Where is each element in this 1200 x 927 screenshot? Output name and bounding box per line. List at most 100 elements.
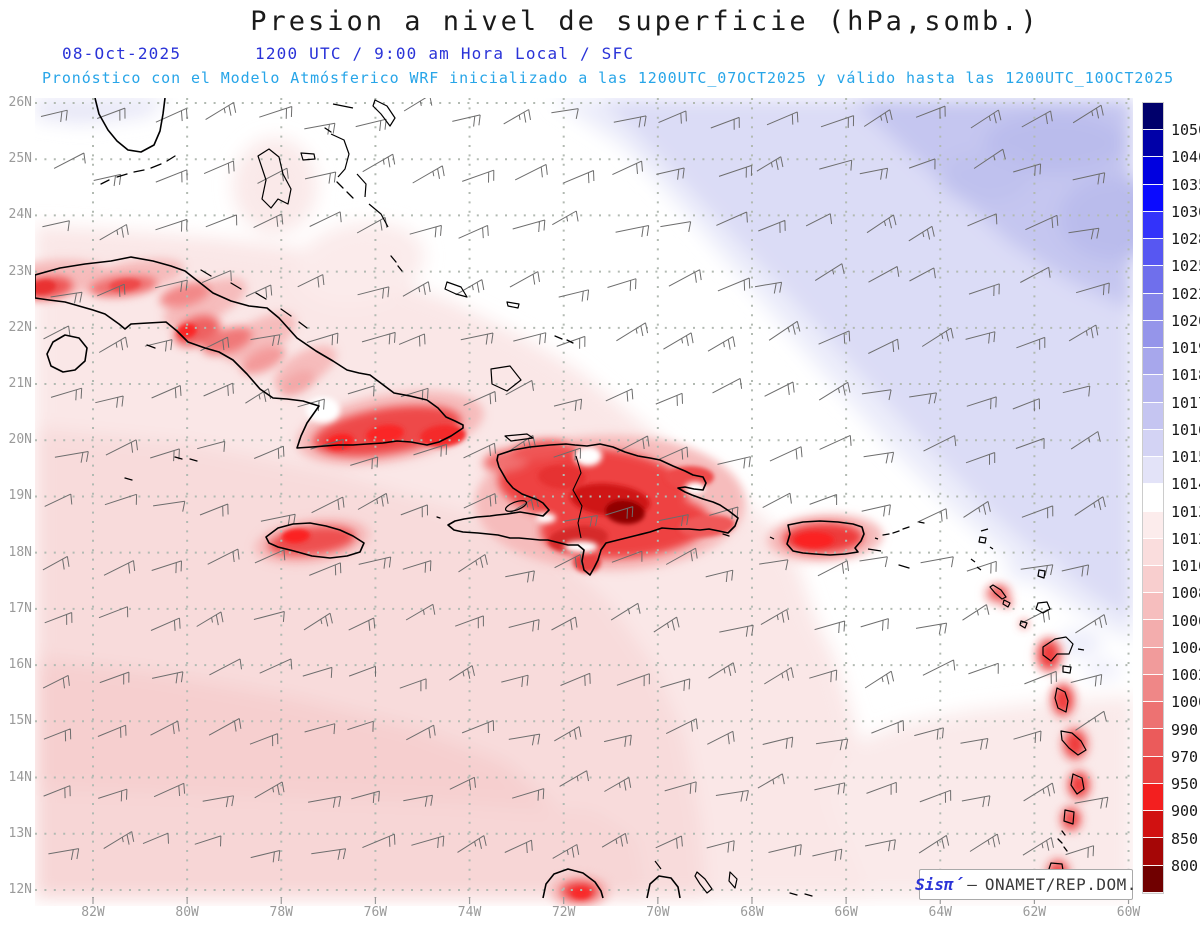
colorbar-segment (1143, 865, 1163, 893)
watermark-org: ONAMET/REP.DOM. (984, 875, 1137, 894)
colorbar-label-1000: 1000 (1171, 693, 1200, 712)
colorbar-segment (1143, 674, 1163, 703)
colorbar-label-1035: 1035 (1171, 175, 1200, 194)
colorbar-label-1014: 1014 (1171, 475, 1200, 494)
colorbar-segment (1143, 293, 1163, 321)
lat-label-12N: 12N (8, 881, 32, 897)
watermark-box: Sisπ́ – ONAMET/REP.DOM. (915, 869, 1136, 900)
colorbar-label-970: 970 (1171, 747, 1199, 766)
pressure-white-gaps (306, 397, 705, 553)
colorbar-label-850: 850 (1171, 829, 1199, 848)
colorbar-label-1002: 1002 (1171, 666, 1200, 685)
lat-label-25N: 25N (8, 151, 32, 167)
lat-label-16N: 16N (8, 657, 32, 673)
colorbar-label-1008: 1008 (1171, 584, 1200, 603)
colorbar-label-1006: 1006 (1171, 611, 1200, 630)
page-title: Presion a nivel de superficie (hPa,somb.… (250, 6, 1040, 37)
colorbar-label-1020: 1020 (1171, 311, 1200, 330)
haiti-dr-border (572, 455, 583, 539)
pressure-shading-background (35, 98, 1170, 898)
colorbar-label-1028: 1028 (1171, 230, 1200, 249)
colorbar-segment (1143, 266, 1163, 294)
colorbar-label-1017: 1017 (1171, 393, 1200, 412)
wind-barbs (40, 94, 1110, 863)
lat-label-20N: 20N (8, 432, 32, 448)
lon-label-68W: 68W (740, 905, 764, 920)
lon-label-74W: 74W (457, 905, 482, 920)
colorbar-segment (1143, 538, 1163, 566)
lat-label-19N: 19N (8, 488, 32, 504)
colorbar-segment (1143, 620, 1163, 648)
lat-label-13N: 13N (8, 825, 32, 841)
lat-label-18N: 18N (8, 544, 32, 560)
colorbar-segment (1143, 702, 1163, 730)
lat-label-26N: 26N (8, 95, 32, 110)
colorbar-segment (1143, 729, 1163, 757)
lon-label-60W: 60W (1116, 905, 1141, 920)
lon-label-70W: 70W (646, 905, 670, 920)
pressure-colorbar (1142, 102, 1164, 894)
colorbar-segment (1143, 103, 1163, 131)
lat-label-21N: 21N (8, 376, 32, 392)
colorbar-label-1030: 1030 (1171, 202, 1200, 221)
colorbar-label-990: 990 (1171, 720, 1199, 739)
colorbar-segment (1143, 402, 1163, 430)
colorbar-label-900: 900 (1171, 802, 1199, 821)
model-init-line: Pronóstico con el Modelo Atmósferico WRF… (42, 69, 1175, 87)
forecast-date: 08-Oct-2025 (62, 44, 182, 63)
colorbar-segment (1143, 130, 1163, 158)
colorbar-segment (1143, 593, 1163, 621)
colorbar-segment (1143, 565, 1163, 594)
colorbar-segment (1143, 783, 1163, 812)
colorbar-segment (1143, 484, 1163, 512)
latlon-grid (35, 98, 1133, 898)
colorbar-label-1040: 1040 (1171, 148, 1200, 167)
gonave-island (504, 500, 528, 512)
forecast-time: 1200 UTC / 9:00 am Hora Local / SFC (255, 44, 635, 63)
colorbar-label-1025: 1025 (1171, 257, 1200, 276)
colorbar-segment (1143, 184, 1163, 212)
cay-dashes (100, 127, 1068, 897)
lat-label-14N: 14N (8, 769, 32, 785)
pressure-shaded-map (0, 94, 1170, 907)
colorbar-segment (1143, 211, 1163, 240)
lon-label-76W: 76W (363, 905, 388, 920)
colorbar-label-1018: 1018 (1171, 366, 1200, 385)
lat-label-22N: 22N (8, 319, 32, 335)
colorbar-segment (1143, 511, 1163, 539)
watermark-separator: – (967, 875, 977, 894)
lon-label-62W: 62W (1022, 905, 1047, 920)
colorbar-segment (1143, 348, 1163, 376)
lon-label-66W: 66W (834, 905, 858, 920)
colorbar-label-1016: 1016 (1171, 420, 1200, 439)
colorbar-label-1013: 1013 (1171, 502, 1200, 521)
colorbar-segment (1143, 429, 1163, 458)
coastlines (34, 97, 865, 899)
lon-label-82W: 82W (81, 905, 105, 920)
colorbar-label-1019: 1019 (1171, 339, 1200, 358)
lon-label-80W: 80W (175, 905, 199, 920)
colorbar-segment (1143, 375, 1163, 403)
colorbar-label-1004: 1004 (1171, 638, 1200, 657)
lat-label-17N: 17N (8, 600, 32, 616)
lon-label-72W: 72W (551, 905, 576, 920)
colorbar-segment (1143, 157, 1163, 185)
colorbar-segment (1143, 811, 1163, 839)
colorbar-label-1050: 1050 (1171, 121, 1200, 140)
lat-label-24N: 24N (8, 207, 32, 223)
watermark-brand: Sisπ́ (915, 875, 964, 894)
colorbar-segment (1143, 239, 1163, 267)
colorbar-segment (1143, 756, 1163, 784)
lat-label-23N: 23N (8, 263, 32, 279)
colorbar-segment (1143, 647, 1163, 675)
colorbar-segment (1143, 838, 1163, 866)
colorbar-label-1022: 1022 (1171, 284, 1200, 303)
colorbar-label-1015: 1015 (1171, 448, 1200, 467)
colorbar-label-1010: 1010 (1171, 557, 1200, 576)
lon-label-78W: 78W (269, 905, 293, 920)
lat-label-15N: 15N (8, 713, 32, 729)
colorbar-label-800: 800 (1171, 856, 1199, 875)
colorbar-segment (1143, 320, 1163, 349)
map-canvas (0, 94, 1170, 907)
